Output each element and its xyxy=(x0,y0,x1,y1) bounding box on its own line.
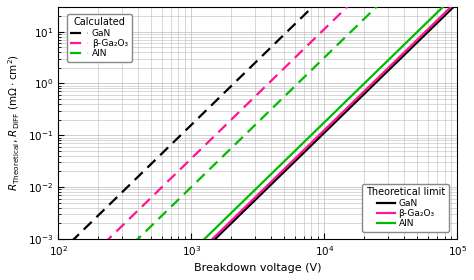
X-axis label: Breakdown voltage (V): Breakdown voltage (V) xyxy=(194,263,321,273)
Legend: GaN, β-Ga₂O₃, AlN: GaN, β-Ga₂O₃, AlN xyxy=(363,184,449,232)
Y-axis label: $R_\mathregular{Theoretical}$, $R_\mathregular{DIFF}$ (m$\Omega\cdot$cm$^2$): $R_\mathregular{Theoretical}$, $R_\mathr… xyxy=(7,54,22,192)
